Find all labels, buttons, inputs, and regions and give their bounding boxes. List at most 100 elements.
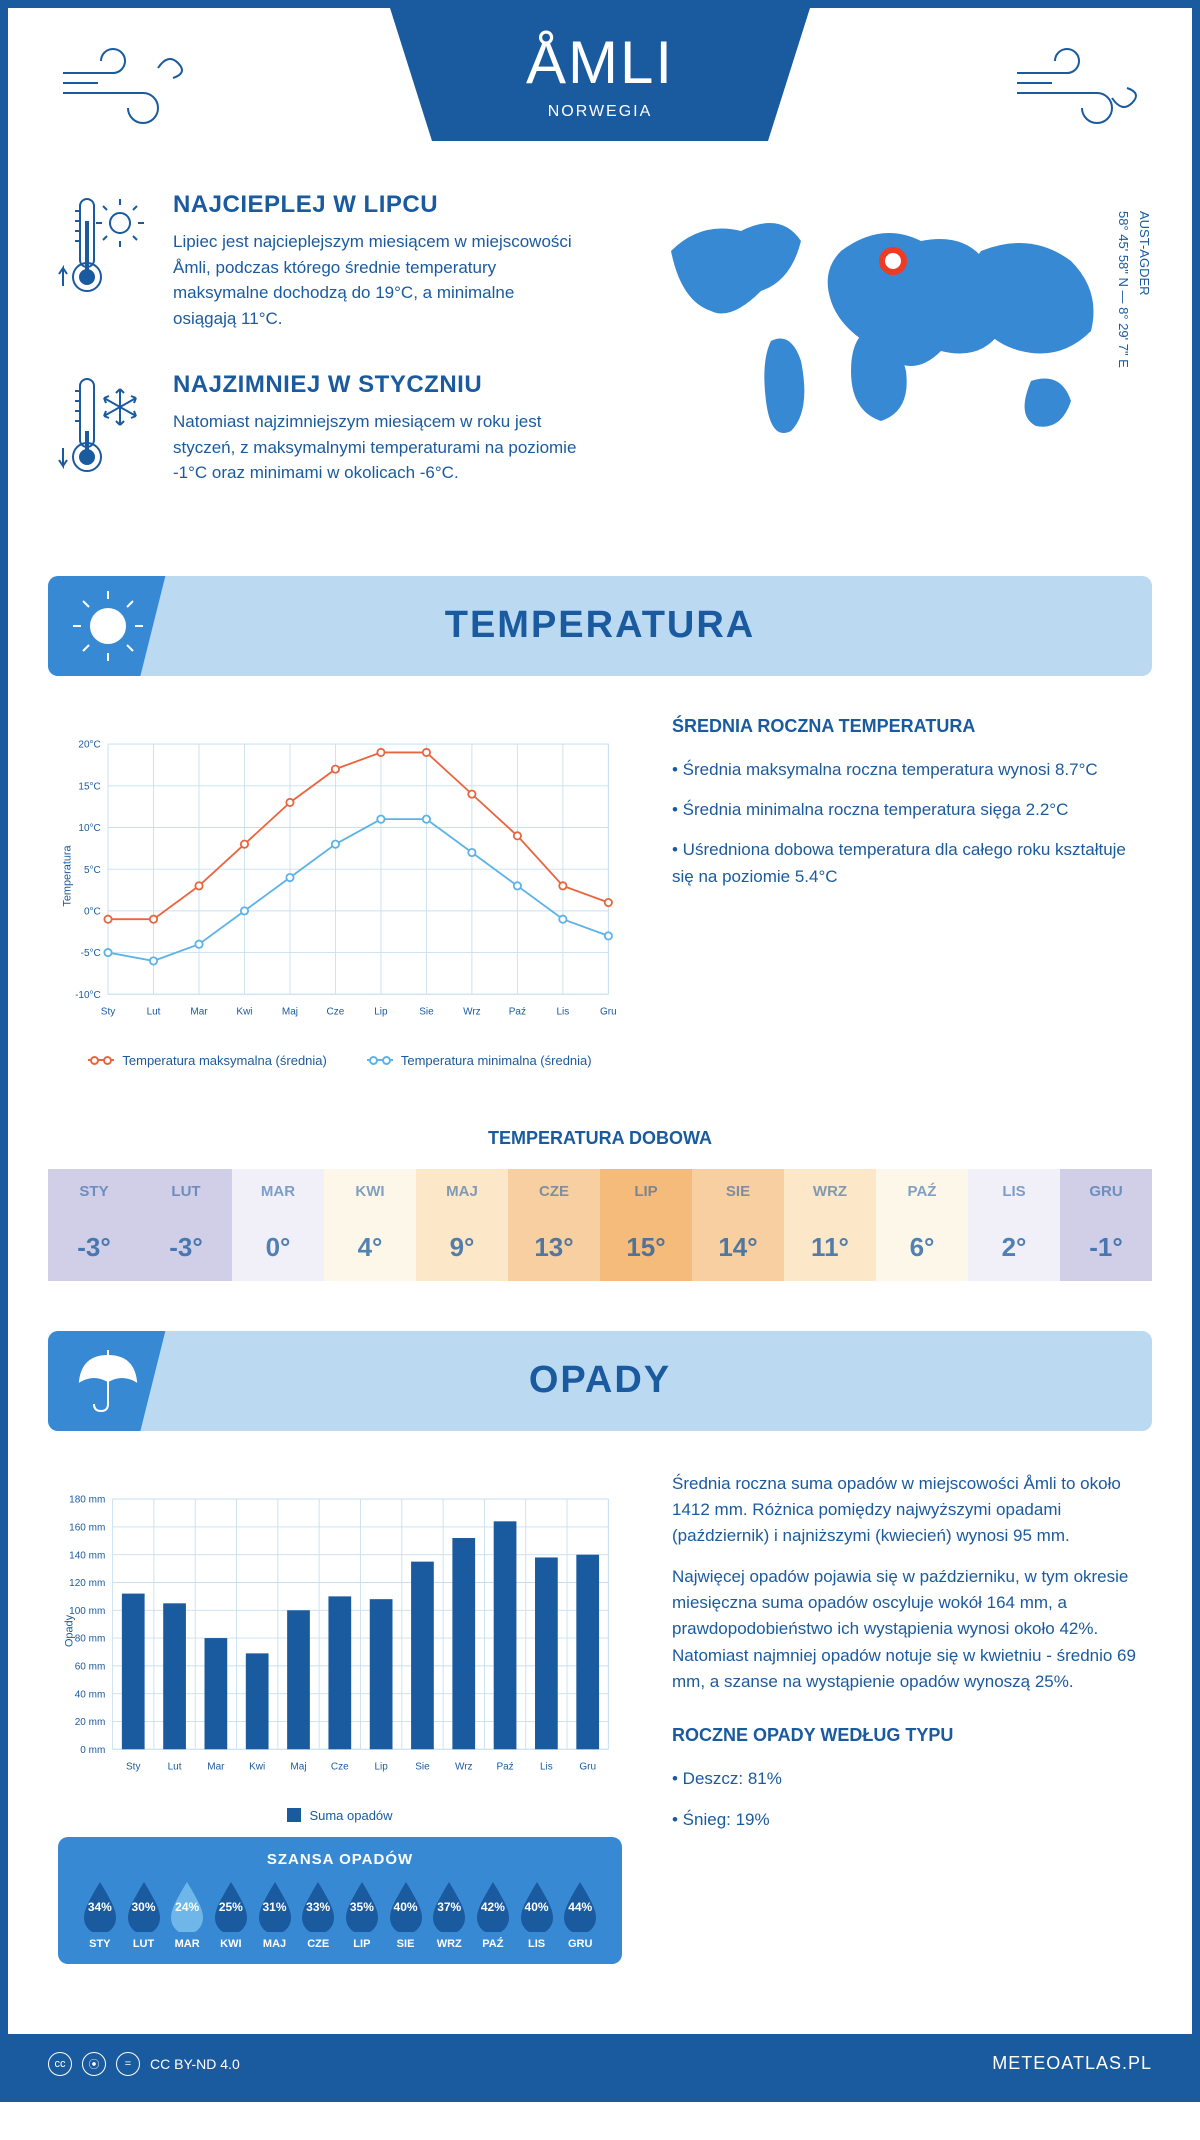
daily-temp-cell: STY-3° bbox=[48, 1169, 140, 1281]
coldest-text: Natomiast najzimniejszym miesiącem w rok… bbox=[173, 409, 580, 486]
svg-text:15°C: 15°C bbox=[78, 781, 100, 792]
svg-text:Lis: Lis bbox=[540, 1761, 553, 1772]
svg-text:Cze: Cze bbox=[327, 1006, 345, 1017]
daily-temp-cell: MAJ9° bbox=[416, 1169, 508, 1281]
precip-legend-label: Suma opadów bbox=[309, 1808, 392, 1823]
svg-text:140 mm: 140 mm bbox=[69, 1550, 105, 1561]
daily-temp-title: TEMPERATURA DOBOWA bbox=[8, 1128, 1192, 1149]
temperature-summary: ŚREDNIA ROCZNA TEMPERATURA • Średnia mak… bbox=[672, 716, 1142, 1068]
temperature-bullet: • Uśredniona dobowa temperatura dla całe… bbox=[672, 837, 1142, 890]
daily-temp-cell: KWI4° bbox=[324, 1169, 416, 1281]
sun-icon bbox=[48, 576, 168, 676]
daily-temp-table: STY-3°LUT-3°MAR0°KWI4°MAJ9°CZE13°LIP15°S… bbox=[48, 1169, 1152, 1281]
wind-icon-left bbox=[58, 38, 188, 138]
precip-summary-p1: Średnia roczna suma opadów w miejscowośc… bbox=[672, 1471, 1142, 1550]
svg-text:Kwi: Kwi bbox=[249, 1761, 265, 1772]
svg-text:180 mm: 180 mm bbox=[69, 1494, 105, 1505]
precip-type-bullet: • Deszcz: 81% bbox=[672, 1766, 1142, 1792]
world-map-icon bbox=[620, 191, 1142, 471]
precip-summary-p2: Najwięcej opadów pojawia się w październ… bbox=[672, 1564, 1142, 1696]
svg-text:40 mm: 40 mm bbox=[75, 1689, 106, 1700]
svg-text:Lis: Lis bbox=[556, 1006, 569, 1017]
precip-chance-drop: 33%CZE bbox=[296, 1880, 340, 1950]
precip-chance-drop: 44%GRU bbox=[558, 1880, 602, 1950]
precip-chance-drop: 42%PAŹ bbox=[471, 1880, 515, 1950]
temperature-line-chart: -10°C-5°C0°C5°C10°C15°C20°CTemperaturaSt… bbox=[58, 716, 622, 1036]
city-title: ÅMLI bbox=[470, 28, 730, 97]
svg-text:0 mm: 0 mm bbox=[80, 1744, 105, 1755]
precip-chance-drop: 31%MAJ bbox=[253, 1880, 297, 1950]
temperature-legend: Temperatura maksymalna (średnia) Tempera… bbox=[58, 1053, 622, 1068]
svg-text:Paź: Paź bbox=[509, 1006, 526, 1017]
svg-text:Opady: Opady bbox=[64, 1614, 76, 1647]
precip-chance-drop: 40%SIE bbox=[384, 1880, 428, 1950]
svg-text:Gru: Gru bbox=[579, 1761, 596, 1772]
temperature-heading: TEMPERATURA bbox=[168, 604, 1152, 647]
daily-temp-cell: CZE13° bbox=[508, 1169, 600, 1281]
precip-chance-title: SZANSA OPADÓW bbox=[78, 1851, 602, 1868]
warmest-title: NAJCIEPLEJ W LIPCU bbox=[173, 191, 580, 219]
precip-section-header: OPADY bbox=[48, 1331, 1152, 1431]
daily-temp-cell: MAR0° bbox=[232, 1169, 324, 1281]
svg-text:Wrz: Wrz bbox=[455, 1761, 473, 1772]
legend-min-label: Temperatura minimalna (średnia) bbox=[401, 1053, 592, 1068]
thermometer-hot-icon bbox=[58, 191, 148, 301]
svg-text:Mar: Mar bbox=[190, 1006, 208, 1017]
nd-icon: = bbox=[116, 2052, 140, 2076]
svg-text:-10°C: -10°C bbox=[75, 989, 101, 1000]
svg-text:10°C: 10°C bbox=[78, 823, 100, 834]
svg-text:Maj: Maj bbox=[290, 1761, 306, 1772]
country-subtitle: NORWEGIA bbox=[470, 103, 730, 121]
region-name: AUST-AGDER bbox=[1137, 211, 1152, 296]
daily-temp-cell: GRU-1° bbox=[1060, 1169, 1152, 1281]
svg-text:Maj: Maj bbox=[282, 1006, 298, 1017]
svg-text:Kwi: Kwi bbox=[236, 1006, 252, 1017]
precip-chance-drop: 34%STY bbox=[78, 1880, 122, 1950]
coordinates-value: 58° 45' 58" N — 8° 29' 7" E bbox=[1116, 211, 1131, 368]
legend-max-label: Temperatura maksymalna (średnia) bbox=[122, 1053, 326, 1068]
svg-text:5°C: 5°C bbox=[84, 864, 101, 875]
precip-chance-drop: 25%KWI bbox=[209, 1880, 253, 1950]
svg-text:Temperatura: Temperatura bbox=[62, 844, 74, 906]
intro-section: NAJCIEPLEJ W LIPCU Lipiec jest najcieple… bbox=[8, 141, 1192, 576]
daily-temp-cell: PAŹ6° bbox=[876, 1169, 968, 1281]
temperature-section-header: TEMPERATURA bbox=[48, 576, 1152, 676]
svg-text:Sty: Sty bbox=[126, 1761, 140, 1772]
cc-icon: cc bbox=[48, 2052, 72, 2076]
precip-chart-row: 0 mm20 mm40 mm60 mm80 mm100 mm120 mm140 … bbox=[8, 1431, 1192, 2004]
precip-type-bullet: • Śnieg: 19% bbox=[672, 1807, 1142, 1833]
precip-summary: Średnia roczna suma opadów w miejscowośc… bbox=[672, 1471, 1142, 1964]
svg-text:Lut: Lut bbox=[168, 1761, 182, 1772]
svg-text:Sie: Sie bbox=[419, 1006, 434, 1017]
daily-temp-cell: LUT-3° bbox=[140, 1169, 232, 1281]
svg-text:120 mm: 120 mm bbox=[69, 1578, 105, 1589]
temperature-bullet: • Średnia minimalna roczna temperatura s… bbox=[672, 797, 1142, 823]
coldest-title: NAJZIMNIEJ W STYCZNIU bbox=[173, 371, 580, 399]
precip-chance-panel: SZANSA OPADÓW 34%STY30%LUT24%MAR25%KWI31… bbox=[58, 1837, 622, 1964]
precip-chance-drop: 30%LUT bbox=[122, 1880, 166, 1950]
daily-temp-cell: LIS2° bbox=[968, 1169, 1060, 1281]
footer: cc ⦿ = CC BY-ND 4.0 METEOATLAS.PL bbox=[8, 2034, 1192, 2094]
license-text: CC BY-ND 4.0 bbox=[150, 2056, 240, 2072]
svg-text:Gru: Gru bbox=[600, 1006, 617, 1017]
svg-text:20°C: 20°C bbox=[78, 739, 100, 750]
svg-text:160 mm: 160 mm bbox=[69, 1522, 105, 1533]
thermometer-cold-icon bbox=[58, 371, 148, 481]
warmest-fact: NAJCIEPLEJ W LIPCU Lipiec jest najcieple… bbox=[58, 191, 580, 331]
daily-temp-cell: LIP15° bbox=[600, 1169, 692, 1281]
precip-legend: Suma opadów bbox=[58, 1808, 622, 1823]
svg-text:Wrz: Wrz bbox=[463, 1006, 481, 1017]
svg-text:Paź: Paź bbox=[496, 1761, 513, 1772]
temperature-bullet: • Średnia maksymalna roczna temperatura … bbox=[672, 757, 1142, 783]
temperature-chart-row: -10°C-5°C0°C5°C10°C15°C20°CTemperaturaSt… bbox=[8, 676, 1192, 1108]
precip-chance-drop: 24%MAR bbox=[165, 1880, 209, 1950]
coordinates-text: AUST-AGDER 58° 45' 58" N — 8° 29' 7" E bbox=[1112, 211, 1154, 368]
svg-text:80 mm: 80 mm bbox=[75, 1633, 106, 1644]
header: ÅMLI NORWEGIA bbox=[8, 8, 1192, 141]
temperature-summary-title: ŚREDNIA ROCZNA TEMPERATURA bbox=[672, 716, 1142, 737]
precip-type-title: ROCZNE OPADY WEDŁUG TYPU bbox=[672, 1725, 1142, 1746]
daily-temp-cell: WRZ11° bbox=[784, 1169, 876, 1281]
svg-text:Lip: Lip bbox=[374, 1006, 388, 1017]
precip-bar-chart: 0 mm20 mm40 mm60 mm80 mm100 mm120 mm140 … bbox=[58, 1471, 622, 1791]
svg-text:Lip: Lip bbox=[374, 1761, 388, 1772]
